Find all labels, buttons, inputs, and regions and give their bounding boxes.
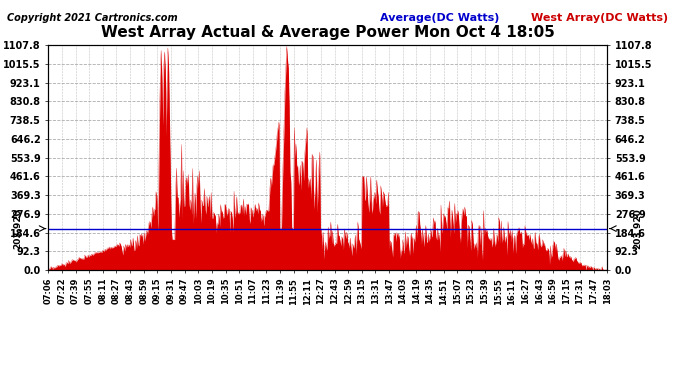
Text: Average(DC Watts): Average(DC Watts) — [380, 13, 499, 23]
Title: West Array Actual & Average Power Mon Oct 4 18:05: West Array Actual & Average Power Mon Oc… — [101, 25, 555, 40]
Text: Copyright 2021 Cartronics.com: Copyright 2021 Cartronics.com — [7, 13, 177, 23]
Text: 203.920: 203.920 — [633, 208, 642, 249]
Text: 203.920: 203.920 — [13, 208, 22, 249]
Text: West Array(DC Watts): West Array(DC Watts) — [531, 13, 669, 23]
